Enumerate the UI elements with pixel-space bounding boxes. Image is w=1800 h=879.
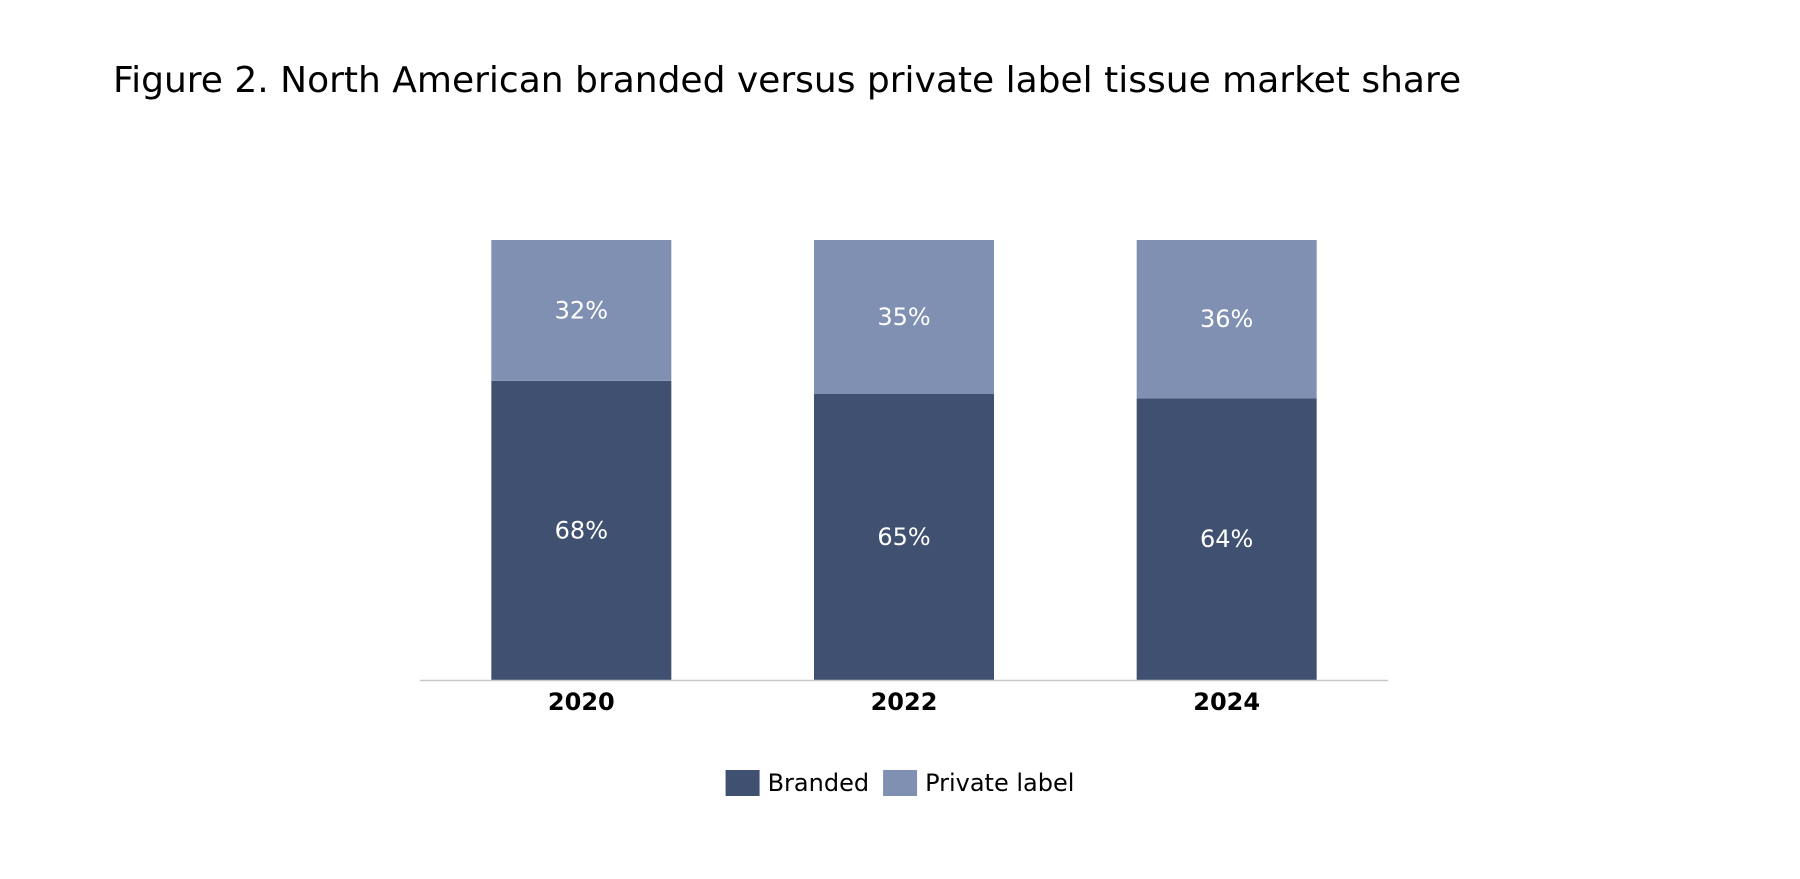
chart-title: Figure 2. North American branded versus … [113,60,1462,101]
legend-label-private-label: Private label [925,769,1074,797]
x-tick-label-2022: 2022 [871,688,938,716]
bar-private-label-2020 [491,240,672,381]
x-tick-labels: 2020 2022 2024 [548,688,1260,716]
data-label-private-label-2020: 32% [555,296,608,324]
legend: Branded Private label [725,769,1074,797]
data-labels: 68% 32% 65% 35% 64% 36% [555,296,1254,553]
x-tick-label-2020: 2020 [548,688,615,716]
data-label-branded-2024: 64% [1200,525,1253,553]
bar-private-label-2024 [1136,240,1317,399]
data-label-branded-2020: 68% [555,516,608,544]
bar-branded-2022 [814,394,994,680]
data-label-private-label-2024: 36% [1200,305,1253,333]
bar-private-label-2022 [814,240,994,394]
legend-label-branded: Branded [768,769,869,797]
legend-swatch-private-label [883,770,918,796]
bars-group [491,240,1317,680]
data-label-private-label-2022: 35% [877,303,930,331]
legend-swatch-branded [725,770,760,796]
bar-branded-2024 [1136,398,1317,680]
x-tick-label-2024: 2024 [1193,688,1260,716]
bar-branded-2020 [491,380,672,680]
data-label-branded-2022: 65% [877,523,930,551]
